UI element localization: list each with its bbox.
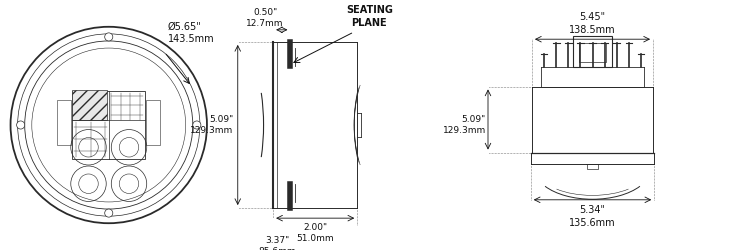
Text: 5.45"
138.5mm: 5.45" 138.5mm (569, 12, 616, 35)
FancyBboxPatch shape (72, 90, 107, 120)
Text: 5.09"
129.3mm: 5.09" 129.3mm (190, 115, 234, 135)
Text: 5.09"
129.3mm: 5.09" 129.3mm (442, 115, 486, 135)
Text: 5.34"
135.6mm: 5.34" 135.6mm (569, 205, 616, 228)
Text: Ø5.65"
143.5mm: Ø5.65" 143.5mm (167, 22, 214, 44)
Text: 3.37"
85.6mm: 3.37" 85.6mm (259, 236, 296, 250)
Circle shape (105, 33, 112, 41)
Text: SEATING
PLANE: SEATING PLANE (346, 6, 393, 28)
Text: 0.50"
12.7mm: 0.50" 12.7mm (246, 8, 284, 28)
Circle shape (16, 121, 25, 129)
Circle shape (193, 121, 201, 129)
Text: 2.00"
51.0mm: 2.00" 51.0mm (296, 223, 334, 243)
Circle shape (105, 209, 112, 217)
